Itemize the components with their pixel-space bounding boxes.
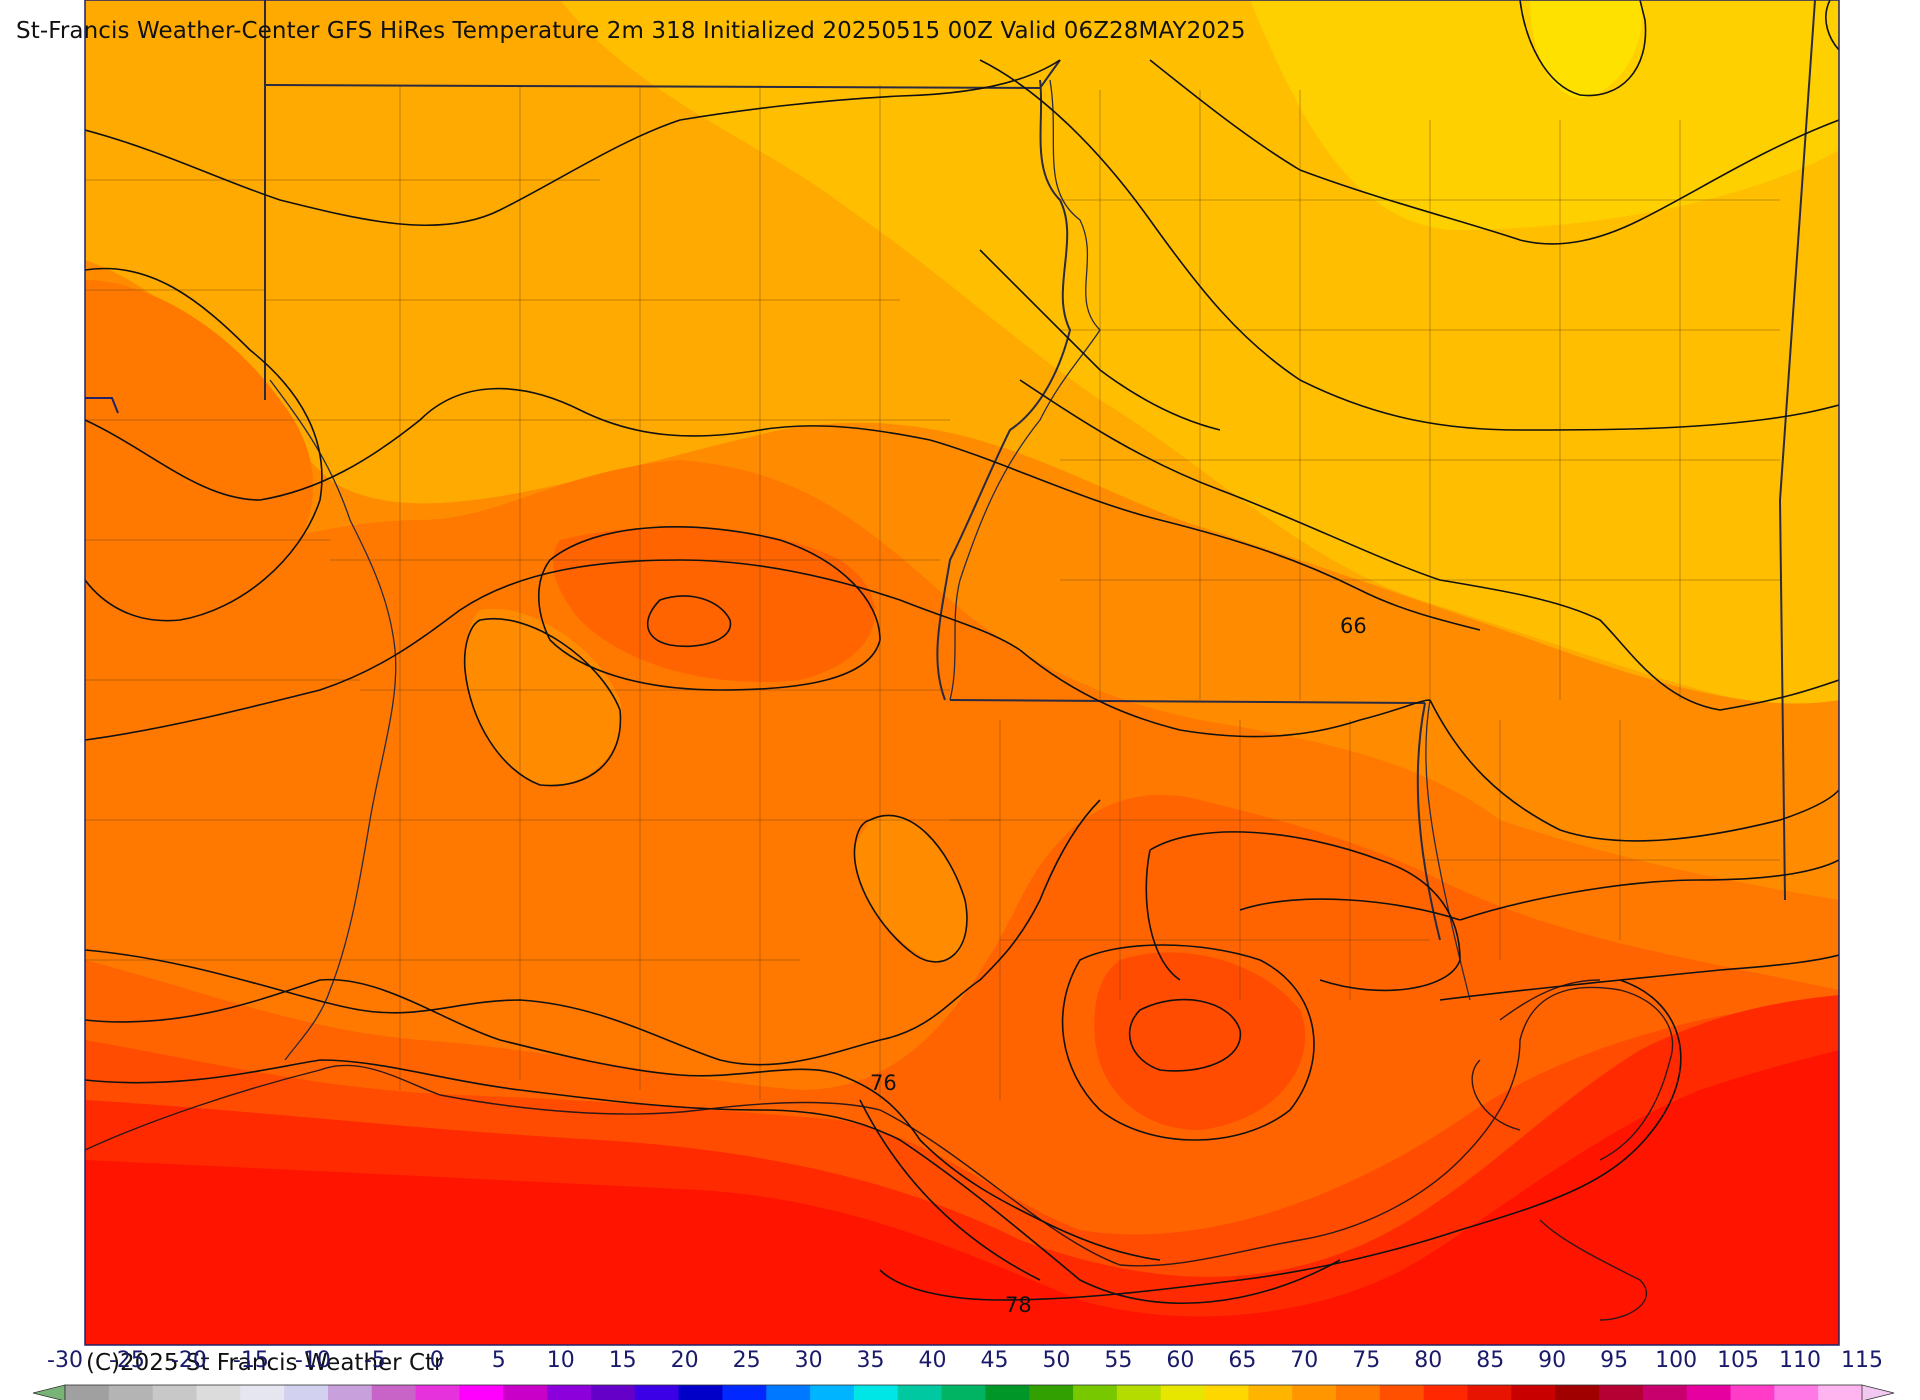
colorbar-swatch (1160, 1385, 1206, 1400)
colorbar-swatch (941, 1385, 986, 1400)
colorbar-swatch (1248, 1385, 1293, 1400)
coastline (85, 979, 1674, 1321)
colorbar-tick-label: 90 (1538, 1348, 1567, 1373)
fill-band-hot-core (1094, 952, 1306, 1130)
colorbar-swatch (152, 1385, 197, 1400)
colorbar-swatch (459, 1385, 504, 1400)
colorbar-swatch (108, 1385, 154, 1400)
colorbar-swatch (766, 1385, 811, 1400)
fill-band-yellow-max (1530, 0, 1642, 98)
colorbar-tick-label: 20 (670, 1348, 699, 1373)
colorbar-tick-label: 100 (1655, 1348, 1698, 1373)
colorbar-swatch (1774, 1385, 1819, 1400)
colorbar-swatch (1423, 1385, 1469, 1400)
colorbar-swatch (1511, 1385, 1556, 1400)
colorbar-tick-label: 45 (980, 1348, 1009, 1373)
colorbar-tick-label: -20 (170, 1348, 207, 1373)
colorbar-tick-label: 70 (1290, 1348, 1319, 1373)
colorbar-tick-label: 25 (732, 1348, 761, 1373)
colorbar-high-arrow (1861, 1384, 1895, 1400)
colorbar-swatch (1467, 1385, 1512, 1400)
copyright-text: (C)2025 St Francis Weather Ctr (86, 1350, 444, 1376)
colorbar-tick-label: -30 (47, 1348, 83, 1373)
fill-band-deep-red (85, 1050, 1839, 1345)
colorbar-tick-label: 35 (856, 1348, 885, 1373)
colorbar-swatch (1029, 1385, 1074, 1400)
colorbar-tick-label: 30 (794, 1348, 823, 1373)
colorbar-swatch (985, 1385, 1030, 1400)
fill-band-orange-dark-nw (85, 280, 314, 640)
colorbar-swatch (1599, 1385, 1644, 1400)
colorbar-swatch (196, 1385, 241, 1400)
colorbar-tick-label: 95 (1600, 1348, 1629, 1373)
isotherm-contours (85, 0, 1839, 1304)
colorbar-swatch (1379, 1385, 1425, 1400)
colorbar-swatch (853, 1385, 899, 1400)
colorbar (32, 1384, 1895, 1400)
fill-band-light-pocket-1 (464, 608, 622, 786)
contour-label-78: 78 (1005, 1293, 1032, 1317)
colorbar-low-arrow (32, 1384, 66, 1400)
colorbar-tick-label: 5 (491, 1348, 506, 1373)
colorbar-swatch (284, 1385, 329, 1400)
contour-label-66: 66 (1340, 614, 1367, 638)
colorbar-swatch (1292, 1385, 1337, 1400)
colorbar-tick-label: 40 (918, 1348, 947, 1373)
contour-label-76: 76 (870, 1071, 897, 1095)
colorbar-tick-label: 0 (429, 1348, 444, 1373)
county-lines (85, 85, 1780, 1100)
colorbar-tick-label: 115 (1841, 1348, 1883, 1373)
colorbar-tick-label: -10 (294, 1348, 331, 1373)
fill-band-yellow (1250, 0, 1839, 230)
colorbar-tick-label: 60 (1166, 1348, 1195, 1373)
colorbar-swatch (240, 1385, 285, 1400)
colorbar-swatch (1686, 1385, 1732, 1400)
colorbar-tick-label: 75 (1352, 1348, 1381, 1373)
colorbar-swatch (371, 1385, 417, 1400)
colorbar-swatch (897, 1385, 943, 1400)
colorbar-swatch (1204, 1385, 1249, 1400)
colorbar-swatch (327, 1385, 373, 1400)
colorbar-tick-label: 65 (1228, 1348, 1257, 1373)
colorbar-swatch (1730, 1385, 1775, 1400)
colorbar-swatch (678, 1385, 723, 1400)
colorbar-swatch (1073, 1385, 1118, 1400)
colorbar-swatch (634, 1385, 680, 1400)
colorbar-border (64, 1384, 1863, 1400)
map-title: St-Francis Weather-Center GFS HiRes Temp… (16, 18, 1246, 44)
colorbar-swatch (810, 1385, 855, 1400)
colorbar-swatch (547, 1385, 592, 1400)
colorbar-swatch (1818, 1385, 1863, 1400)
colorbar-tick-label: 80 (1414, 1348, 1443, 1373)
colorbar-tick-label: -25 (108, 1348, 145, 1373)
colorbar-tick-label: 15 (608, 1348, 637, 1373)
colorbar-swatch (722, 1385, 767, 1400)
colorbar-swatch (1336, 1385, 1381, 1400)
colorbar-tick-label: -5 (363, 1348, 386, 1373)
colorbar-tick-label: -15 (232, 1348, 269, 1373)
colorbar-swatch (590, 1385, 636, 1400)
state-borders (264, 0, 1816, 941)
colorbar-tick-label: 55 (1104, 1348, 1133, 1373)
colorbar-swatch (1642, 1385, 1688, 1400)
colorbar-tick-label: 110 (1779, 1348, 1822, 1373)
colorbar-tick-label: 50 (1042, 1348, 1071, 1373)
colorbar-swatch (503, 1385, 548, 1400)
fill-band-light-pocket-2 (854, 815, 968, 962)
colorbar-swatch (1116, 1385, 1162, 1400)
colorbar-swatch (1555, 1385, 1600, 1400)
map-border-fragment (85, 397, 119, 414)
colorbar-tick-label: 105 (1717, 1348, 1760, 1373)
colorbar-tick-label: 85 (1476, 1348, 1505, 1373)
map-frame (84, 0, 1840, 1346)
colorbar-swatch (65, 1385, 110, 1400)
colorbar-tick-label: 10 (546, 1348, 575, 1373)
colorbar-swatch (415, 1385, 460, 1400)
